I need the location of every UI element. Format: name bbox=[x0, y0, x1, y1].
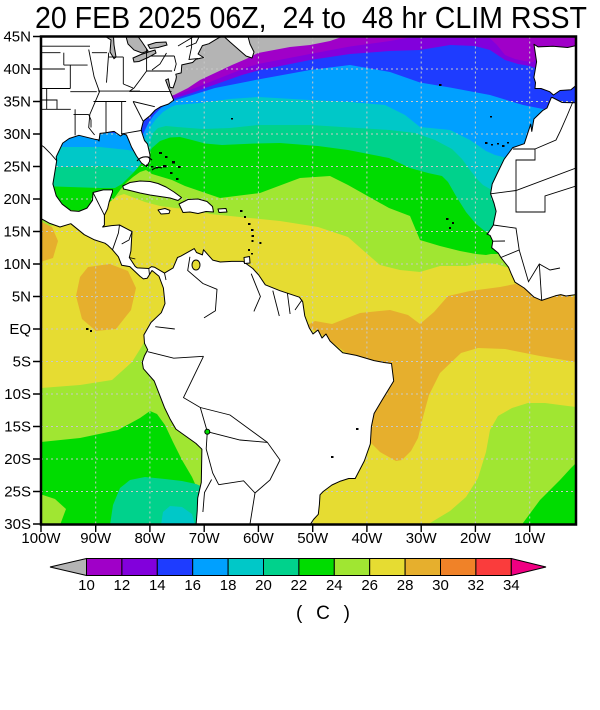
svg-text:80W: 80W bbox=[134, 530, 166, 547]
svg-text:18: 18 bbox=[220, 577, 237, 594]
svg-text:20N: 20N bbox=[3, 191, 31, 208]
svg-text:25N: 25N bbox=[3, 159, 31, 176]
svg-text:32: 32 bbox=[468, 577, 485, 594]
svg-text:70W: 70W bbox=[189, 530, 221, 547]
svg-text:12: 12 bbox=[114, 577, 131, 594]
svg-text:30N: 30N bbox=[3, 126, 31, 143]
svg-text:10W: 10W bbox=[514, 530, 546, 547]
svg-text:15S: 15S bbox=[4, 419, 31, 436]
svg-text:( C ): ( C ) bbox=[296, 603, 350, 624]
svg-text:30: 30 bbox=[432, 577, 449, 594]
svg-text:24: 24 bbox=[326, 577, 343, 594]
svg-text:EQ: EQ bbox=[9, 321, 31, 338]
svg-text:20: 20 bbox=[255, 577, 272, 594]
svg-text:40N: 40N bbox=[3, 61, 31, 78]
svg-text:30W: 30W bbox=[406, 530, 438, 547]
svg-text:10N: 10N bbox=[3, 256, 31, 273]
svg-text:28: 28 bbox=[397, 577, 414, 594]
svg-text:34: 34 bbox=[503, 577, 520, 594]
svg-text:40W: 40W bbox=[351, 530, 383, 547]
svg-text:30S: 30S bbox=[4, 516, 31, 533]
svg-text:14: 14 bbox=[149, 577, 166, 594]
svg-text:20 FEB 2025 06Z, 24 to 48 hr: 20 FEB 2025 06Z, 24 to 48 hr CLIM RSST bbox=[35, 0, 587, 35]
svg-text:20W: 20W bbox=[460, 530, 492, 547]
svg-text:100W: 100W bbox=[21, 530, 61, 547]
svg-text:5S: 5S bbox=[13, 354, 31, 371]
svg-text:5N: 5N bbox=[12, 289, 31, 306]
svg-text:35N: 35N bbox=[3, 94, 31, 111]
svg-text:60W: 60W bbox=[243, 530, 275, 547]
svg-text:45N: 45N bbox=[3, 29, 31, 46]
svg-text:90W: 90W bbox=[80, 530, 112, 547]
svg-text:20S: 20S bbox=[4, 451, 31, 468]
svg-text:25S: 25S bbox=[4, 484, 31, 501]
svg-text:26: 26 bbox=[361, 577, 378, 594]
svg-text:10S: 10S bbox=[4, 386, 31, 403]
svg-text:16: 16 bbox=[184, 577, 201, 594]
svg-text:22: 22 bbox=[291, 577, 308, 594]
svg-text:10: 10 bbox=[78, 577, 95, 594]
svg-text:50W: 50W bbox=[297, 530, 329, 547]
svg-text:15N: 15N bbox=[3, 224, 31, 241]
